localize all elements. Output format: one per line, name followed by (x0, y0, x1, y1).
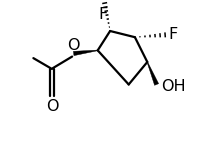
Text: OH: OH (161, 79, 186, 94)
Text: F: F (168, 27, 177, 42)
Polygon shape (147, 62, 159, 85)
Text: O: O (46, 99, 58, 114)
Text: O: O (67, 38, 79, 53)
Polygon shape (73, 50, 98, 56)
Text: F: F (98, 7, 108, 22)
